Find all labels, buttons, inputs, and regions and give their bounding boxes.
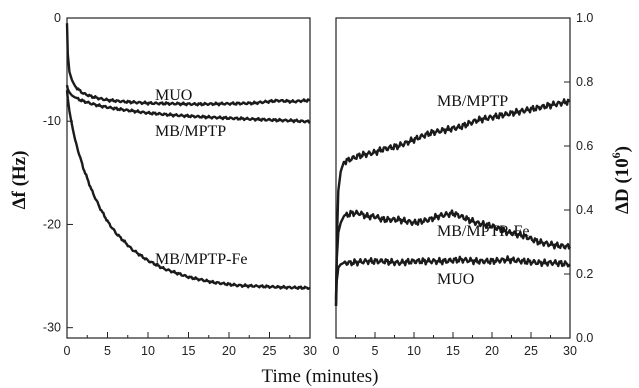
- right-y-axis-title-exponent: 6: [609, 152, 623, 158]
- right-y-tick-label: 0.0: [576, 331, 593, 345]
- right-series-mb-mptp-fe: [334, 209, 572, 300]
- right-x-tick-label: 5: [372, 344, 379, 358]
- right-panel: 0 5 10 15 20 25 30 0.00.20.40.60.81.0 MB/MPTP …: [333, 11, 633, 358]
- right-anno-mb-mptp: MB/MPTP: [437, 93, 508, 110]
- right-y-ticks: 0.0 0.2 0.4 0.6 0.8 1.0: [564, 11, 593, 345]
- left-y-tick-label: 0: [54, 11, 61, 25]
- right-series-mb-mptp: [334, 98, 571, 307]
- right-x-tick-label: 0: [333, 344, 340, 358]
- left-x-tick-label: 0: [64, 344, 71, 358]
- right-x-tick-label: 10: [407, 344, 421, 358]
- right-x-tick-label: 25: [524, 344, 538, 358]
- right-series-group: [334, 98, 572, 307]
- right-plot-frame: [335, 17, 571, 339]
- left-x-tick-label: 30: [303, 344, 317, 358]
- left-y-ticks: 0 -10 -20 -30: [43, 11, 73, 335]
- left-panel: 0 5 10 15 20 25 30 0 -10 -20 -30 MUO MB/MPTP MB/M…: [9, 11, 317, 358]
- right-anno-muo: MUO: [437, 271, 474, 288]
- left-x-tick-label: 5: [104, 344, 111, 358]
- right-x-tick-label: 15: [446, 344, 460, 358]
- left-y-tick-label: -30: [43, 321, 61, 335]
- right-x-ticks: 0 5 10 15 20 25 30: [333, 332, 577, 358]
- right-x-tick-label: 30: [563, 344, 577, 358]
- right-y-axis-title-main: ΔD (10: [612, 158, 633, 214]
- left-series-muo: [65, 23, 311, 107]
- left-x-tick-label: 15: [182, 344, 196, 358]
- right-y-axis-title-close: ): [612, 146, 633, 152]
- left-anno-muo: MUO: [155, 87, 192, 104]
- right-y-tick-label: 0.4: [576, 203, 593, 217]
- right-anno-mb-mptp-fe: MB/MPTP-Fe: [437, 223, 529, 240]
- left-x-tick-label: 20: [222, 344, 236, 358]
- x-axis-title: Time (minutes): [262, 366, 379, 387]
- right-x-tick-label: 20: [485, 344, 499, 358]
- left-series-mb-mptp-fe: [65, 90, 311, 290]
- left-x-ticks: 0 5 10 15 20 25 30: [64, 332, 317, 358]
- right-y-tick-label: 0.8: [576, 75, 593, 89]
- left-x-tick-label: 10: [141, 344, 155, 358]
- left-anno-mb-mptp: MB/MPTP: [155, 123, 226, 140]
- left-series-mb-mptp: [65, 84, 311, 124]
- left-y-axis-title: Δf (Hz): [9, 151, 30, 210]
- right-y-tick-label: 0.6: [576, 139, 593, 153]
- left-anno-mb-mptp-fe: MB/MPTP-Fe: [155, 251, 247, 268]
- left-series-group: [65, 23, 311, 290]
- right-y-tick-label: 1.0: [576, 11, 593, 25]
- right-y-axis-title: ΔD (106): [609, 146, 633, 214]
- right-y-tick-label: 0.2: [576, 267, 593, 281]
- left-x-tick-label: 25: [263, 344, 277, 358]
- left-y-tick-label: -10: [43, 114, 61, 128]
- left-plot-frame: [66, 17, 311, 339]
- right-series-muo: [334, 255, 571, 307]
- left-y-tick-label: -20: [43, 217, 61, 231]
